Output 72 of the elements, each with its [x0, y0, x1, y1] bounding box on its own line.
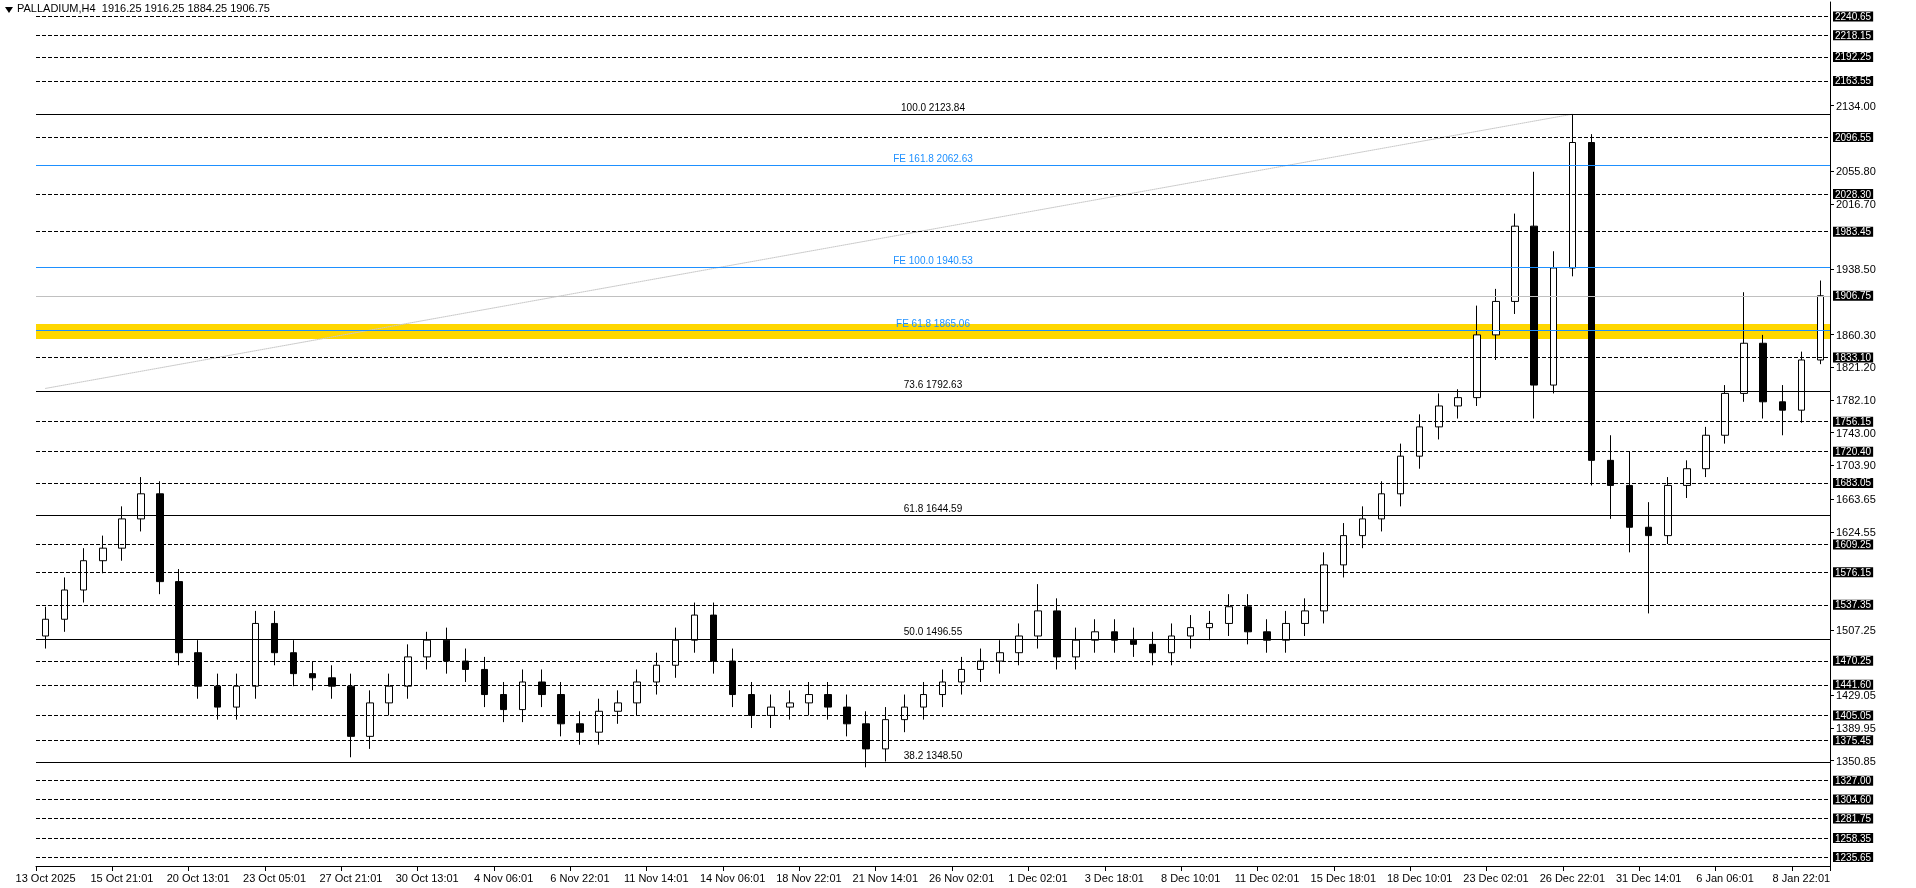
ref-line-label: 1304.60	[1835, 793, 1872, 805]
ref-line-label: 1258.35	[1835, 832, 1872, 844]
y-tick-label: 1350.85	[1836, 754, 1876, 767]
ref-line-label: 1720.40	[1835, 446, 1872, 458]
x-tick-label: 6 Jan 06:01	[1696, 871, 1754, 884]
y-tick-label: 2134.00	[1836, 99, 1876, 112]
y-tick-label: 1860.30	[1836, 328, 1876, 341]
y-tick-label: 1703.90	[1836, 459, 1876, 472]
ref-line-label: 73.6 1792.63	[903, 378, 963, 390]
x-tick-label: 6 Nov 22:01	[550, 871, 610, 884]
x-tick-label: 30 Oct 13:01	[395, 871, 459, 884]
y-tick-label: 1389.95	[1836, 722, 1876, 735]
ref-line-label: 2096.55	[1835, 131, 1872, 143]
y-tick-label: 1507.25	[1836, 623, 1876, 636]
x-tick-label: 3 Dec 18:01	[1084, 871, 1144, 884]
y-tick-label: 2055.80	[1836, 165, 1876, 178]
x-tick-label: 21 Nov 14:01	[852, 871, 919, 884]
y-tick-label: 1938.50	[1836, 263, 1876, 276]
ref-line-label: 1756.15	[1835, 416, 1872, 428]
ref-line-label: 61.8 1644.59	[903, 502, 963, 514]
ref-line-label: 2028.30	[1835, 188, 1872, 200]
y-tick-label: 1782.10	[1836, 394, 1876, 407]
ref-line-label: 2240.65	[1835, 11, 1872, 23]
x-tick-label: 11 Nov 14:01	[623, 871, 689, 884]
y-tick-label: 2016.70	[1836, 197, 1876, 210]
x-tick-label: 18 Nov 22:01	[776, 871, 842, 884]
ref-line-label: 1235.65	[1835, 851, 1872, 863]
x-tick-label: 8 Jan 22:01	[1772, 871, 1831, 884]
x-tick-label: 11 Dec 02:01	[1234, 871, 1300, 884]
x-tick-label: 1 Dec 02:01	[1008, 871, 1068, 884]
ref-line-label: 1906.75	[1835, 290, 1872, 302]
ref-line-label: 38.2 1348.50	[903, 750, 963, 762]
x-tick-label: 31 Dec 14:01	[1615, 871, 1682, 884]
y-tick-label: 1663.65	[1836, 493, 1876, 506]
x-tick-label: 4 Nov 06:01	[473, 871, 534, 884]
x-tick-label: 20 Oct 13:01	[166, 871, 230, 884]
ref-line-label: 50.0 1496.55	[903, 626, 963, 638]
y-tick-label: 1821.20	[1836, 361, 1876, 374]
ref-line-label: FE 100.0 1940.53	[893, 255, 974, 267]
x-tick-label: 14 Nov 06:01	[699, 871, 766, 884]
ref-line-label: 1833.10	[1835, 351, 1872, 363]
ref-line-label: 2192.25	[1835, 51, 1872, 63]
ref-line-label: 2218.15	[1835, 29, 1872, 41]
x-tick-label: 26 Dec 22:01	[1539, 871, 1606, 884]
ref-line-label: 1683.05	[1835, 477, 1872, 489]
ref-line-label: 1576.15	[1835, 566, 1872, 578]
y-tick-label: 1743.00	[1836, 426, 1876, 439]
x-tick-label: 23 Oct 05:01	[243, 871, 307, 884]
y-tick-label: 1624.55	[1836, 525, 1876, 538]
ref-line-label: 100.0 2123.84	[901, 101, 966, 113]
x-tick-label: 26 Nov 02:01	[928, 871, 995, 884]
ref-line-label: 1281.75	[1835, 813, 1872, 825]
ref-line-label: 2163.55	[1835, 75, 1872, 87]
ref-line-label: 1405.05	[1835, 709, 1872, 721]
ref-line-label: 1375.45	[1835, 734, 1872, 746]
ref-line-label: 1327.00	[1835, 775, 1872, 787]
x-tick-label: 15 Dec 18:01	[1310, 871, 1377, 884]
ref-line-label: 1470.25	[1835, 655, 1872, 667]
x-tick-label: 27 Oct 21:01	[319, 871, 383, 884]
x-tick-label: 8 Dec 10:01	[1160, 871, 1221, 884]
chart-title: PALLADIUM,H4 1916.25 1916.25 1884.25 1906.75	[17, 1, 270, 14]
ref-line-label: FE 61.8 1865.06	[896, 318, 971, 330]
ref-line-label: FE 161.8 2062.63	[893, 152, 974, 164]
x-tick-label: 13 Oct 2025	[15, 871, 76, 884]
ref-line-label: 1609.25	[1835, 539, 1872, 551]
ref-line-label: 1983.45	[1835, 226, 1872, 238]
x-tick-label: 15 Oct 21:01	[90, 871, 154, 884]
ref-line-label: 1537.35	[1835, 599, 1872, 611]
x-tick-label: 23 Dec 02:01	[1463, 871, 1529, 884]
ref-line-label: 1441.60	[1835, 679, 1872, 691]
x-tick-label: 18 Dec 10:01	[1386, 871, 1453, 884]
y-tick-label: 1429.05	[1836, 689, 1876, 702]
